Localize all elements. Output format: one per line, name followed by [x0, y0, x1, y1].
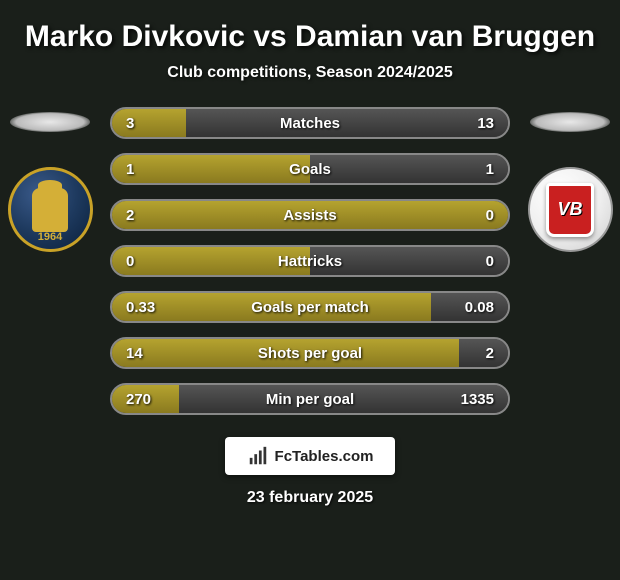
stat-label: Matches [112, 109, 508, 137]
stat-label: Shots per goal [112, 339, 508, 367]
stat-bar: 0.330.08Goals per match [110, 291, 510, 323]
stat-bar: 2701335Min per goal [110, 383, 510, 415]
stat-bar: 20Assists [110, 199, 510, 231]
club-badge-left: 1964 [8, 167, 93, 252]
left-player-column: 1964 [0, 107, 100, 252]
badge-shield-icon: VB [546, 183, 594, 237]
ball-shadow-right [530, 112, 610, 132]
main-area: 1964 313Matches 11Goals 20Assists 00Hattric… [0, 107, 620, 415]
stat-bar: 00Hattricks [110, 245, 510, 277]
stat-label: Goals per match [112, 293, 508, 321]
stat-label: Hattricks [112, 247, 508, 275]
stat-label: Assists [112, 201, 508, 229]
badge-year: 1964 [11, 231, 90, 243]
page-title: Marko Divkovic vs Damian van Bruggen [25, 20, 595, 54]
right-player-column: VB [520, 107, 620, 252]
stat-bar: 313Matches [110, 107, 510, 139]
badge-letters: VB [557, 199, 582, 220]
club-badge-right: VB [528, 167, 613, 252]
badge-tower-icon [32, 188, 68, 232]
subtitle: Club competitions, Season 2024/2025 [167, 64, 452, 82]
stat-bar: 142Shots per goal [110, 337, 510, 369]
ball-shadow-left [10, 112, 90, 132]
brand-logo: FcTables.com [225, 437, 395, 475]
footer-date: 23 february 2025 [247, 489, 373, 507]
stat-bar: 11Goals [110, 153, 510, 185]
comparison-card: Marko Divkovic vs Damian van Bruggen Clu… [0, 0, 620, 580]
stat-label: Goals [112, 155, 508, 183]
stat-label: Min per goal [112, 385, 508, 413]
brand-text: FcTables.com [275, 448, 374, 465]
chart-icon [247, 445, 269, 467]
stats-column: 313Matches 11Goals 20Assists 00Hattricks 0.3… [110, 107, 510, 415]
